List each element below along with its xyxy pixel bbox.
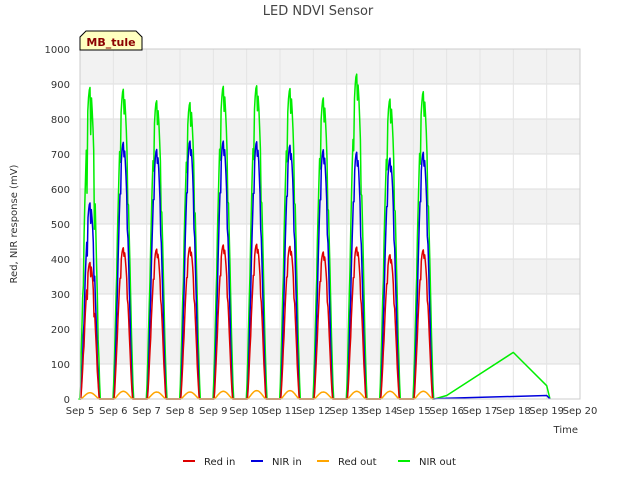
legend-item-nir-out: NIR out <box>398 457 456 468</box>
series-line-nir-out <box>78 73 551 400</box>
x-axis-title: Time <box>553 425 578 436</box>
y-tick-label: 100 <box>51 360 70 371</box>
x-tick-label: Sep 17 <box>463 406 498 417</box>
x-tick-label: Sep 5 <box>66 406 94 417</box>
chart-title: LED NDVI Sensor <box>263 4 374 19</box>
y-tick-label: 0 <box>64 395 70 406</box>
x-tick-label: Sep 8 <box>166 406 194 417</box>
y-tick-labels: 0 100 200 300 400 500 600 700 800 900 1000 <box>45 45 70 406</box>
y-tick-label: 300 <box>51 290 70 301</box>
x-tick-label: Sep 18 <box>496 406 531 417</box>
legend-label: Red in <box>204 457 235 468</box>
y-tick-label: 800 <box>51 115 70 126</box>
series-line-red-out <box>79 389 434 400</box>
x-tick-label: Sep 9 <box>199 406 227 417</box>
y-tick-label: 500 <box>51 220 70 231</box>
plot-frame <box>79 48 581 400</box>
y-tick-label: 400 <box>51 255 70 266</box>
series-layer <box>78 73 551 400</box>
background-band <box>80 119 580 154</box>
station-tag-box <box>79 30 143 51</box>
y-tick-label: 600 <box>51 185 70 196</box>
legend-label: NIR in <box>272 457 302 468</box>
y-axis-title: Red, NIR response (mV) <box>9 164 20 283</box>
background-band <box>80 189 580 224</box>
series-line-red <box>79 243 434 400</box>
background-band <box>80 49 580 84</box>
x-tick-label: Sep 20 <box>563 406 598 417</box>
x-tick-label: Sep 19 <box>529 406 564 417</box>
x-tick-label: Sep 15 <box>396 406 431 417</box>
legend-item-red: Red in <box>183 457 235 468</box>
legend: Red in NIR in Red out NIR out <box>183 457 456 468</box>
x-tick-label: Sep 13 <box>329 406 364 417</box>
legend-label: NIR out <box>419 457 456 468</box>
x-tick-label: Sep 7 <box>132 406 160 417</box>
legend-item-red-out: Red out <box>317 457 377 468</box>
legend-label: Red out <box>338 457 377 468</box>
x-tick-label: Sep 12 <box>296 406 331 417</box>
x-tick-label: Sep 6 <box>99 406 127 417</box>
y-tick-label: 200 <box>51 325 70 336</box>
station-tag-label: MB_tule <box>86 36 135 49</box>
x-tick-label: Sep 14 <box>363 406 398 417</box>
x-tick-label: Sep 10 <box>229 406 264 417</box>
series-line-nir <box>79 140 551 400</box>
y-tick-label: 900 <box>51 80 70 91</box>
x-tick-label: Sep 11 <box>263 406 298 417</box>
station-tag: MB_tule <box>79 30 143 51</box>
y-tick-label: 1000 <box>45 45 70 56</box>
legend-item-nir: NIR in <box>251 457 302 468</box>
x-tick-label: Sep 16 <box>429 406 464 417</box>
y-tick-label: 700 <box>51 150 70 161</box>
